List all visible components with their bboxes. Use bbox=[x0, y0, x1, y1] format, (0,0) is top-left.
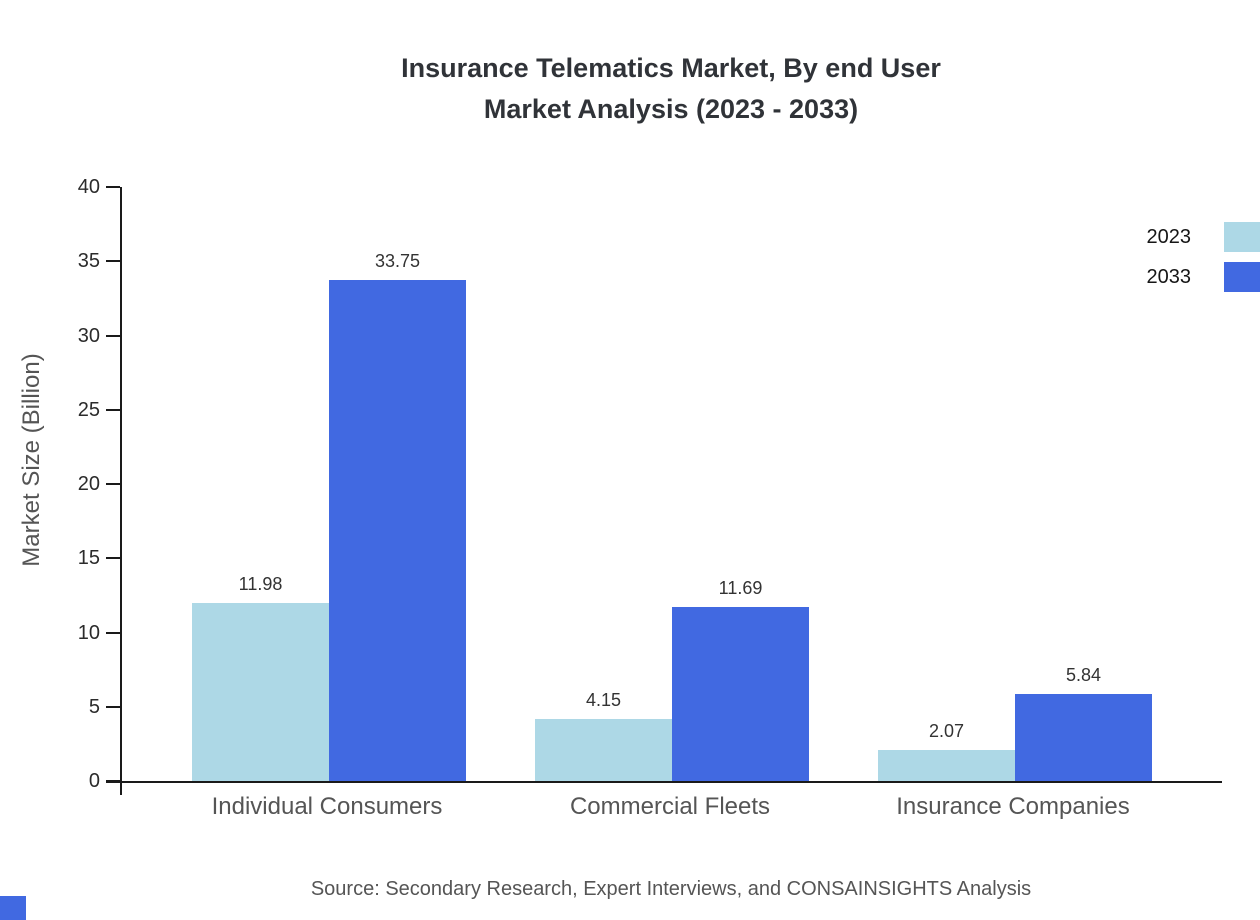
bar-2023 bbox=[192, 603, 329, 781]
bar-2023 bbox=[535, 719, 672, 781]
legend-label: 2023 bbox=[1146, 225, 1192, 248]
bar-2033 bbox=[672, 607, 809, 781]
x-category-label: Commercial Fleets bbox=[569, 793, 771, 820]
bar-2033 bbox=[329, 279, 466, 781]
x-category-label: Insurance Companies bbox=[896, 793, 1130, 820]
y-tick-mark bbox=[106, 260, 120, 263]
bar-value-label: 5.84 bbox=[1065, 665, 1102, 686]
bars-container: 11.98 33.75 4.15 11.69 2.07 5.84 bbox=[122, 187, 1222, 781]
legend-swatch bbox=[1224, 222, 1260, 252]
chart-title-line-1: Insurance Telematics Market, By end User bbox=[401, 53, 941, 83]
y-tick-mark bbox=[106, 334, 120, 337]
legend-label: 2033 bbox=[1146, 265, 1192, 288]
bar-column: 11.98 bbox=[192, 187, 329, 781]
bar-column: 33.75 bbox=[329, 187, 466, 781]
y-tick-label: 25 bbox=[77, 398, 100, 421]
bar-group: 2.07 5.84 bbox=[878, 187, 1152, 781]
bar-value-label: 4.15 bbox=[585, 690, 622, 711]
y-tick-label: 40 bbox=[77, 176, 100, 198]
y-tick-label: 30 bbox=[77, 324, 100, 347]
y-tick-label: 15 bbox=[77, 547, 100, 570]
y-tick-label: 0 bbox=[88, 770, 100, 792]
bar-column: 2.07 bbox=[878, 187, 1015, 781]
y-tick-label: 10 bbox=[77, 621, 100, 644]
bar-value-label: 33.75 bbox=[374, 250, 421, 271]
y-tick-label: 35 bbox=[77, 250, 100, 273]
y-tick-mark bbox=[106, 705, 120, 708]
y-tick-mark bbox=[106, 557, 120, 560]
y-axis-title: Market Size (Billion) bbox=[18, 353, 45, 567]
bar-value-label: 2.07 bbox=[928, 721, 965, 742]
y-tick-label: 5 bbox=[88, 695, 100, 718]
y-tick-mark bbox=[106, 483, 120, 485]
chart-title-line-2: Market Analysis (2023 - 2033) bbox=[483, 94, 859, 124]
legend-item-2033: 2033 bbox=[1147, 257, 1260, 297]
bar-2033 bbox=[1015, 694, 1152, 781]
source-note: Source: Secondary Research, Expert Inter… bbox=[310, 878, 1032, 900]
bar-column: 5.84 bbox=[1015, 187, 1152, 781]
legend: 2023 2033 bbox=[1147, 217, 1260, 297]
y-tick-mark bbox=[106, 186, 120, 188]
bar-value-label: 11.69 bbox=[718, 578, 763, 599]
x-category-label: Individual Consumers bbox=[211, 793, 443, 820]
bar-group: 11.98 33.75 bbox=[192, 187, 466, 781]
watermark-corner-mark bbox=[0, 896, 26, 920]
chart-title: Insurance Telematics Market, By end User… bbox=[82, 48, 1260, 130]
bar-group: 4.15 11.69 bbox=[535, 187, 809, 781]
y-tick-label: 20 bbox=[77, 473, 100, 495]
bar-column: 4.15 bbox=[535, 187, 672, 781]
bar-2023 bbox=[878, 750, 1015, 781]
legend-item-2023: 2023 bbox=[1147, 217, 1260, 257]
bar-value-label: 11.98 bbox=[238, 574, 283, 595]
bar-column: 11.69 bbox=[672, 187, 809, 781]
y-tick-mark bbox=[106, 631, 120, 634]
plot-area: 11.98 33.75 4.15 11.69 2.07 5.84 bbox=[106, 187, 1222, 795]
legend-swatch bbox=[1224, 262, 1260, 292]
y-tick-mark bbox=[106, 408, 120, 411]
